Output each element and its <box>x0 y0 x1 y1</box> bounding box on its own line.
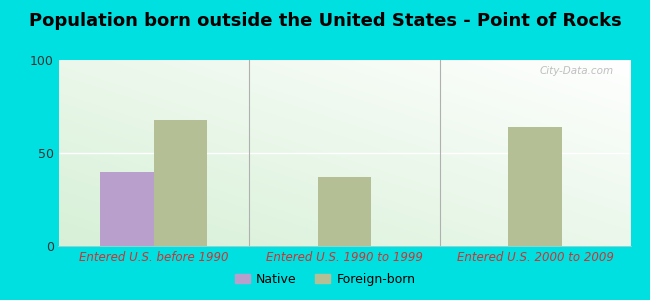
Bar <box>318 177 371 246</box>
Text: Population born outside the United States - Point of Rocks: Population born outside the United State… <box>29 12 621 30</box>
Bar <box>101 172 154 246</box>
Text: City-Data.com: City-Data.com <box>540 66 614 76</box>
Bar <box>154 119 207 246</box>
Bar <box>508 127 562 246</box>
Legend: Native, Foreign-born: Native, Foreign-born <box>229 268 421 291</box>
